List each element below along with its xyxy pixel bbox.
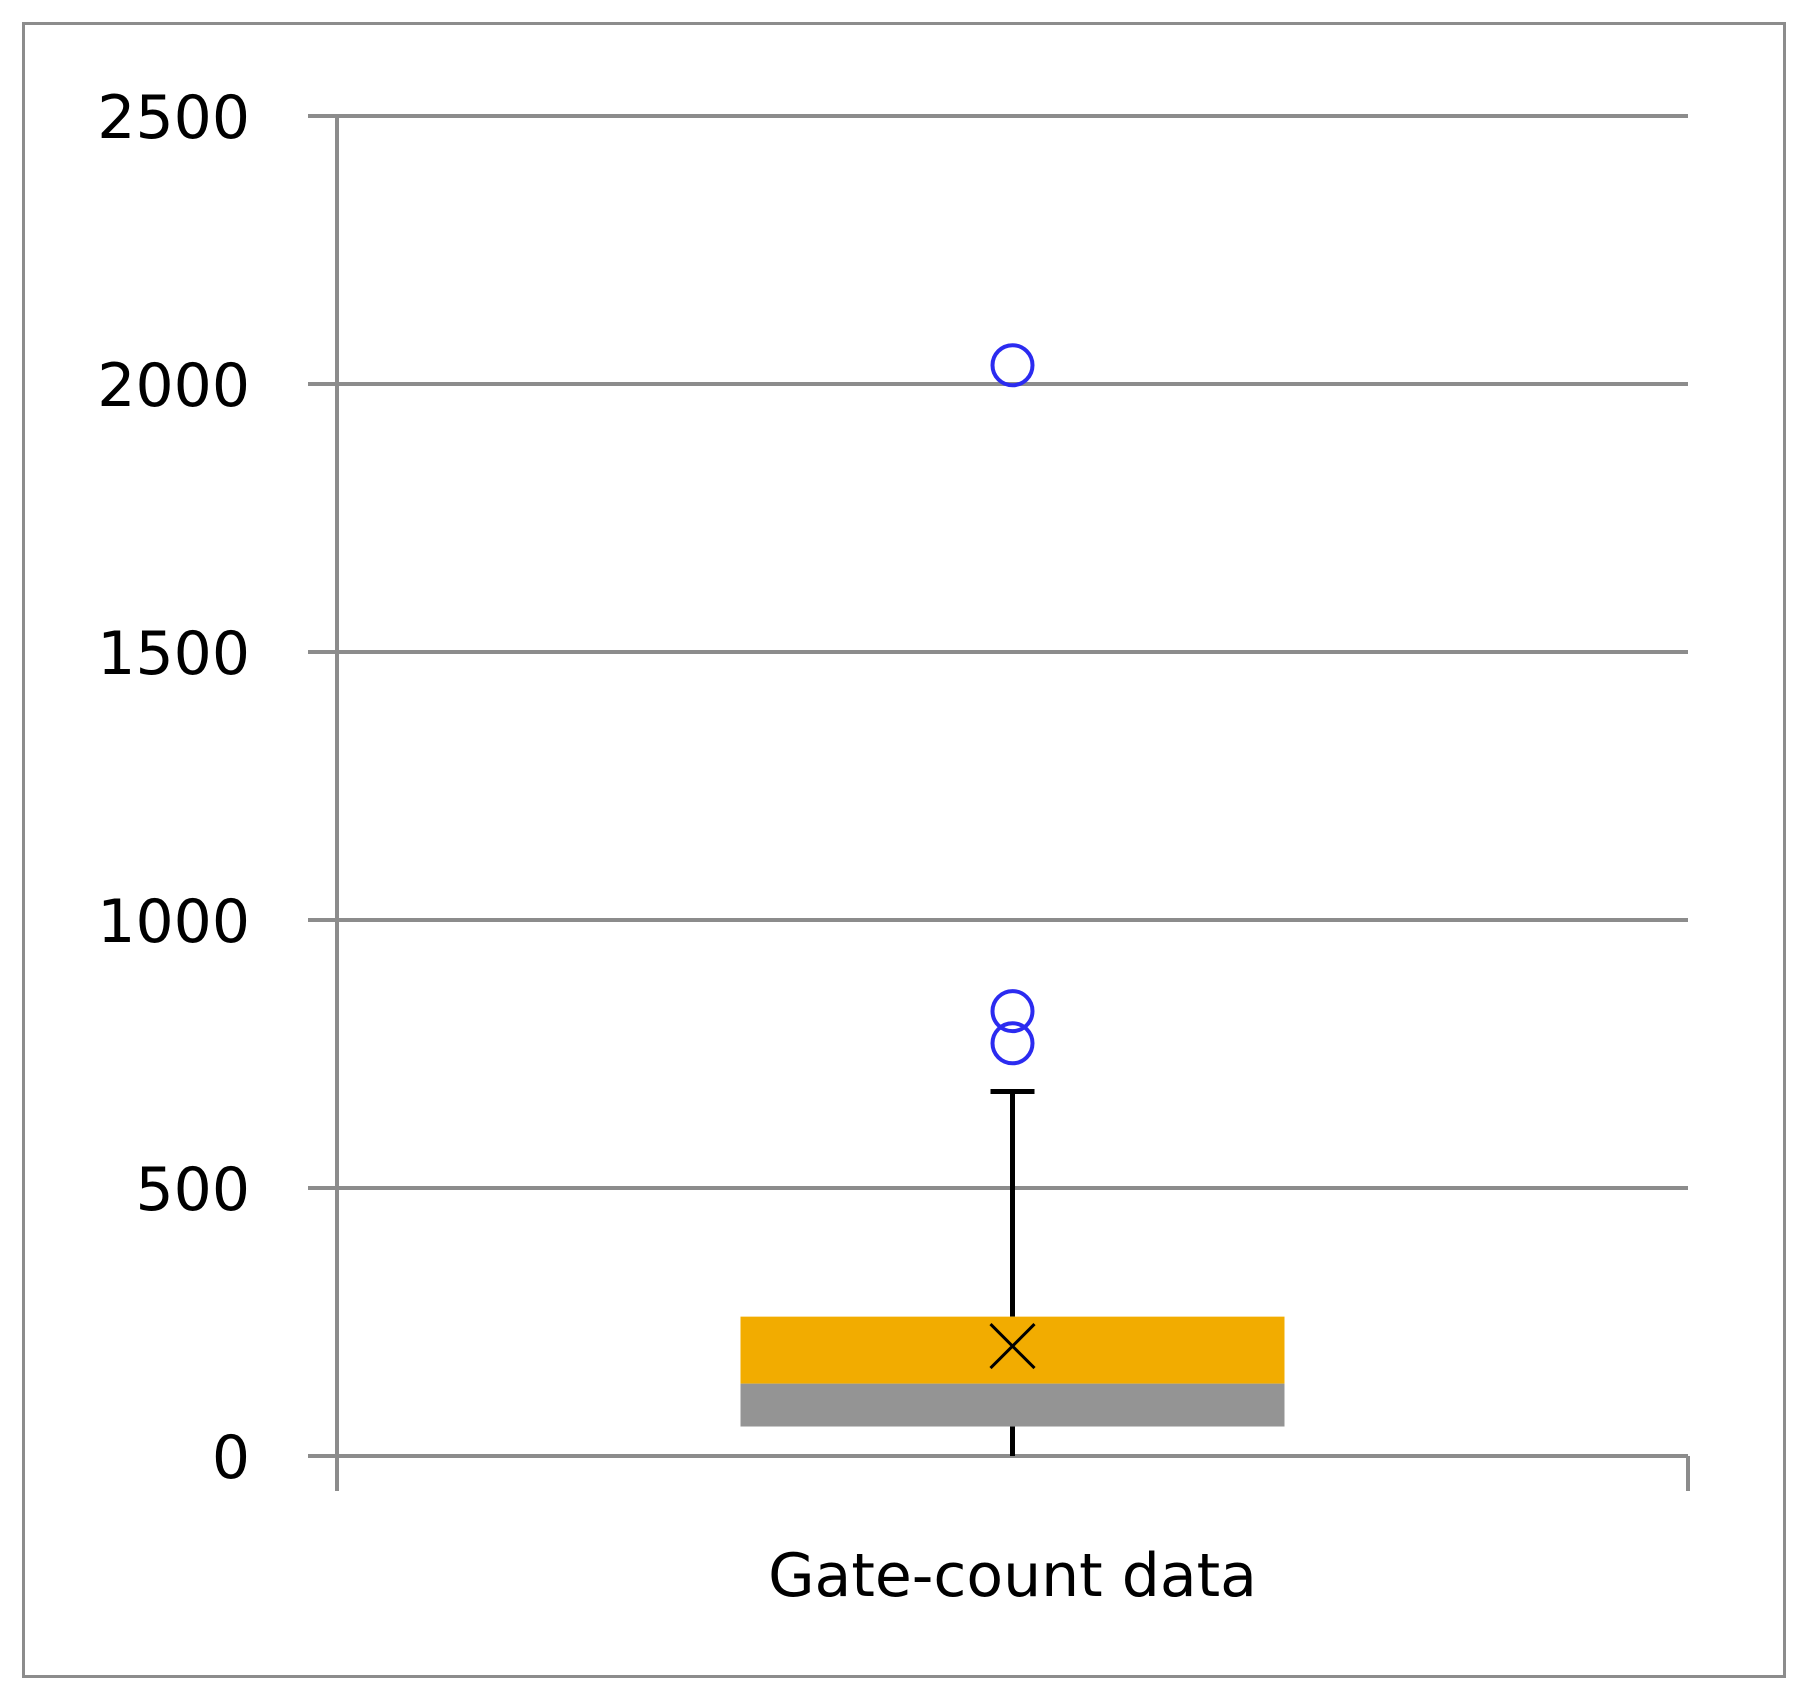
outlier-point-1 — [990, 989, 1035, 1034]
box-upper-quartile — [740, 1316, 1285, 1384]
y-tick-label-1500: 1500 — [97, 619, 250, 689]
y-tick-label-500: 500 — [135, 1155, 250, 1225]
y-tick-labels: 0 500 1000 1500 2000 2500 — [97, 83, 250, 1493]
y-tick-label-2500: 2500 — [97, 83, 250, 153]
y-tick-label-0: 0 — [212, 1423, 250, 1493]
mean-marker-stroke-2 — [989, 1323, 1036, 1370]
outlier-point-0 — [990, 1021, 1035, 1066]
axes — [335, 116, 1690, 1491]
y-tick-label-1000: 1000 — [97, 887, 250, 957]
gridlines — [308, 114, 1688, 1458]
box-series — [740, 343, 1285, 1456]
outlier-point-2 — [990, 343, 1035, 388]
x-category-labels: Gate-count data — [768, 1541, 1257, 1611]
box-lower-quartile — [740, 1383, 1285, 1427]
y-tick-label-2000: 2000 — [97, 351, 250, 421]
x-category-label: Gate-count data — [768, 1541, 1257, 1611]
